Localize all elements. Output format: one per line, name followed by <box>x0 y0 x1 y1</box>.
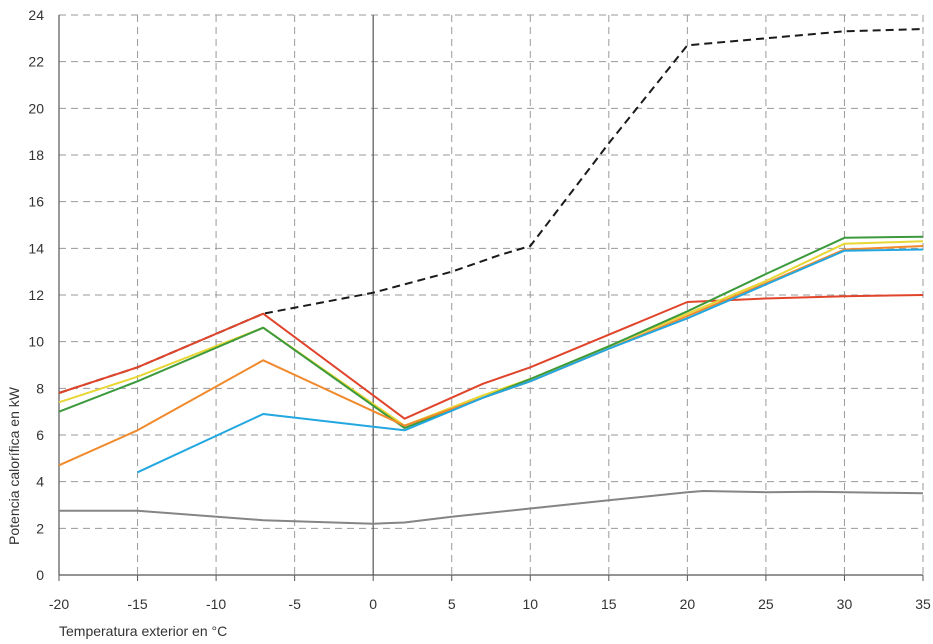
series-lines <box>58 28 924 525</box>
x-tick-label-1: -15 <box>127 596 147 612</box>
y-tick-label-3: 6 <box>36 427 44 443</box>
y-tick-label-5: 10 <box>28 334 44 350</box>
y-tick-label-7: 14 <box>28 240 44 256</box>
series-line-3 <box>58 235 924 429</box>
x-tick-label-10: 30 <box>837 596 853 612</box>
series-line-5 <box>137 248 924 474</box>
y-tick-label-4: 8 <box>36 380 44 396</box>
y-axis-title: Potencia calorífica en kW <box>6 386 22 545</box>
y-tick-label-10: 20 <box>28 100 44 116</box>
series-line-4 <box>58 245 924 467</box>
series-line-1 <box>58 294 924 420</box>
series-line-0 <box>58 28 924 394</box>
y-tick-label-8: 16 <box>28 194 44 210</box>
x-tick-label-2: -10 <box>206 596 226 612</box>
y-tick-label-2: 4 <box>36 474 44 490</box>
x-tick-labels: -20 -15 -10 -5 0 5 10 15 20 25 30 35 <box>49 596 931 612</box>
y-tick-label-1: 2 <box>36 520 44 536</box>
series-line-2 <box>58 240 924 427</box>
x-tick-label-4: 0 <box>369 596 377 612</box>
x-tick-label-0: -20 <box>49 596 69 612</box>
y-tick-label-12: 24 <box>28 7 44 23</box>
axes <box>58 15 924 581</box>
x-axis-title: Temperatura exterior en °C <box>59 623 227 639</box>
x-tick-label-11: 35 <box>915 596 931 612</box>
series-line-6 <box>59 490 924 525</box>
x-tick-label-3: -5 <box>288 596 301 612</box>
x-tick-label-7: 15 <box>601 596 617 612</box>
y-tick-label-0: 0 <box>36 567 44 583</box>
grid <box>58 14 924 575</box>
y-tick-label-9: 18 <box>28 147 44 163</box>
x-tick-label-9: 25 <box>758 596 774 612</box>
y-tick-label-6: 12 <box>28 287 44 303</box>
y-tick-label-11: 22 <box>28 54 44 70</box>
x-tick-label-8: 20 <box>680 596 696 612</box>
x-tick-label-5: 5 <box>448 596 456 612</box>
x-tick-label-6: 10 <box>522 596 538 612</box>
